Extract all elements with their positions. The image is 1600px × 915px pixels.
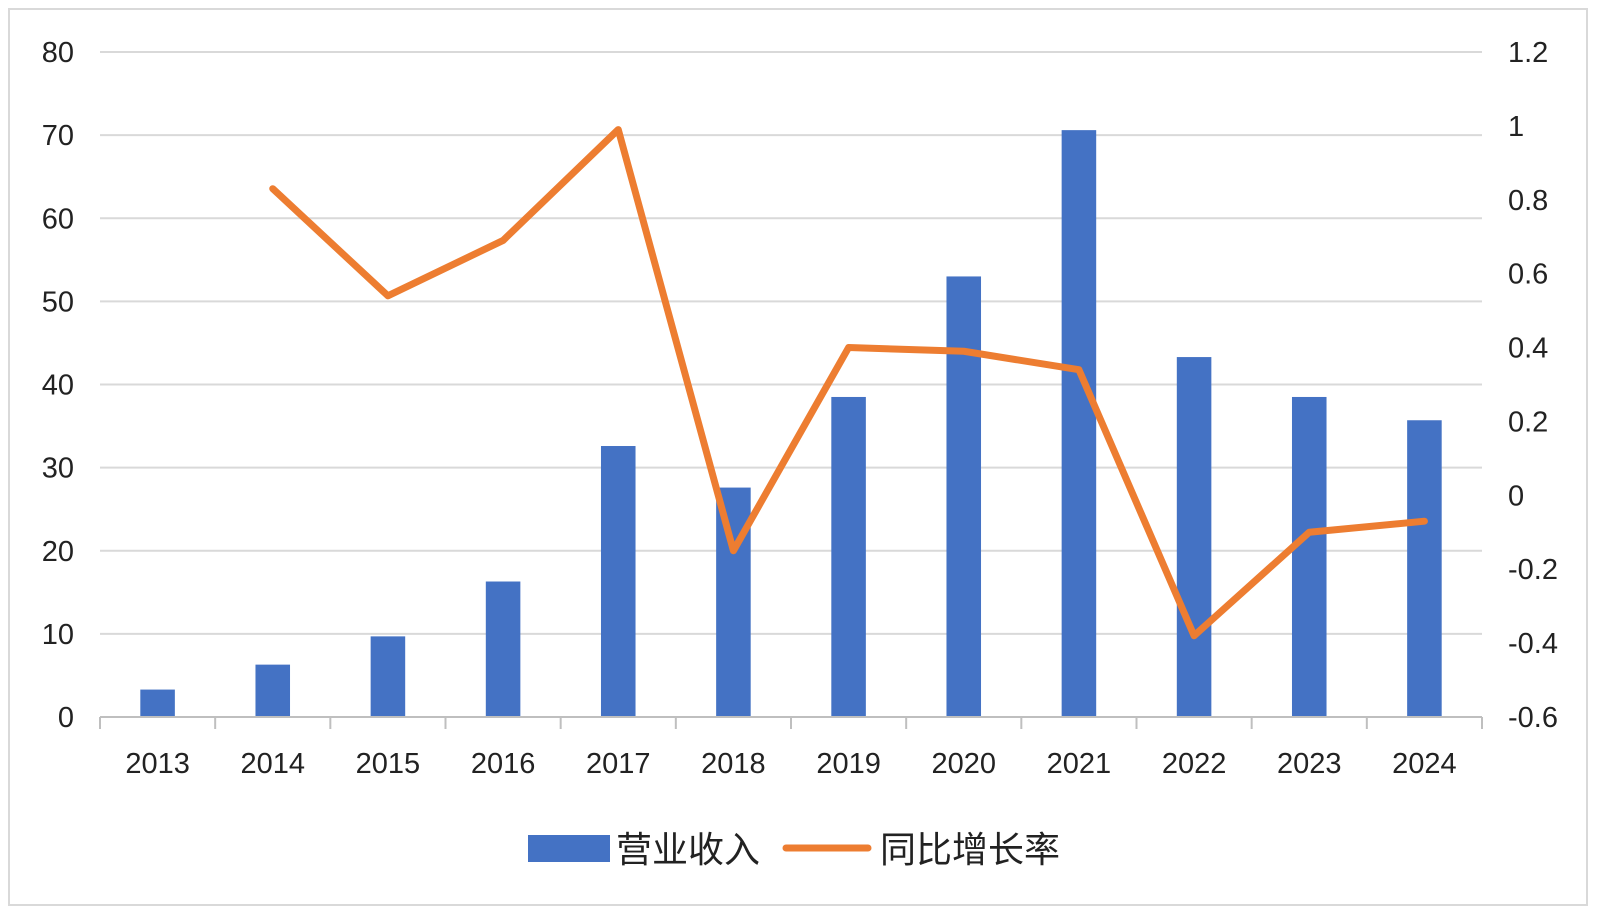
y-right-tick-label: 0.6 <box>1508 259 1548 291</box>
y-right-tick-label: 1 <box>1508 111 1524 143</box>
x-tick-label: 2020 <box>931 748 996 780</box>
y-left-tick-label: 80 <box>42 37 74 69</box>
y-right-tick-label: -0.2 <box>1508 554 1558 586</box>
legend-label-line: 同比增长率 <box>880 830 1060 871</box>
line-point <box>1077 368 1080 371</box>
x-tick-label: 2018 <box>701 748 766 780</box>
legend: 营业收入 同比增长率 <box>528 830 1060 871</box>
y-axis-left: 0 10 20 30 40 50 60 70 80 <box>42 37 74 734</box>
y-right-tick-label: 0.8 <box>1508 185 1548 217</box>
y-right-tick-label: 0.2 <box>1508 406 1548 438</box>
x-tick-label: 2015 <box>356 748 421 780</box>
line-point <box>617 128 620 131</box>
line-series <box>269 126 1428 640</box>
y-left-tick-label: 30 <box>42 453 74 485</box>
chart-frame <box>8 8 1588 906</box>
bar <box>600 446 636 717</box>
y-right-tick-label: 1.2 <box>1508 37 1548 69</box>
bar <box>946 276 982 717</box>
y-left-tick-label: 20 <box>42 536 74 568</box>
x-tick-label: 2023 <box>1277 748 1342 780</box>
y-right-tick-label: -0.4 <box>1508 628 1558 660</box>
y-right-tick-label: 0.4 <box>1508 333 1548 365</box>
line-point <box>386 294 389 297</box>
y-right-tick-label: 0 <box>1508 480 1524 512</box>
x-axis: 2013 2014 2015 2016 2017 2018 2019 2020 2021 2022… <box>99 716 1483 780</box>
y-right-tick-label: -0.6 <box>1508 702 1558 734</box>
bar <box>1407 420 1442 717</box>
bar <box>1061 130 1097 717</box>
line-point <box>1423 520 1426 523</box>
bar <box>716 487 751 717</box>
bar <box>140 689 175 717</box>
y-axis-right: -0.6 -0.4 -0.2 0 0.2 0.4 0.6 0.8 1 1.2 <box>1508 37 1558 734</box>
x-tick-label: 2014 <box>240 748 305 780</box>
bar <box>1291 396 1327 717</box>
line-point <box>732 549 735 552</box>
line-point <box>962 350 965 353</box>
bar <box>255 664 291 717</box>
y-left-tick-label: 0 <box>58 702 74 734</box>
legend-swatch-bar <box>528 835 610 862</box>
x-tick-label: 2019 <box>816 748 881 780</box>
x-tick-label: 2013 <box>125 748 190 780</box>
y-left-tick-label: 50 <box>42 286 74 318</box>
bar <box>485 581 521 717</box>
x-tick-label: 2017 <box>586 748 651 780</box>
x-tick-label: 2021 <box>1047 748 1112 780</box>
x-tick-label: 2024 <box>1392 748 1457 780</box>
gridlines <box>100 51 1482 635</box>
line-point <box>502 239 505 242</box>
line-point <box>1308 531 1311 534</box>
legend-label-bar: 营业收入 <box>616 830 760 871</box>
bar <box>370 636 406 717</box>
y-left-tick-label: 60 <box>42 203 74 235</box>
line-point <box>1193 634 1196 637</box>
line-point <box>271 187 274 190</box>
y-left-tick-label: 70 <box>42 120 74 152</box>
bar <box>831 396 866 717</box>
x-tick-label: 2022 <box>1162 748 1227 780</box>
line-point <box>847 346 850 349</box>
y-left-tick-label: 40 <box>42 370 74 402</box>
x-tick-label: 2016 <box>471 748 536 780</box>
y-left-tick-label: 10 <box>42 619 74 651</box>
bar <box>1176 357 1212 717</box>
